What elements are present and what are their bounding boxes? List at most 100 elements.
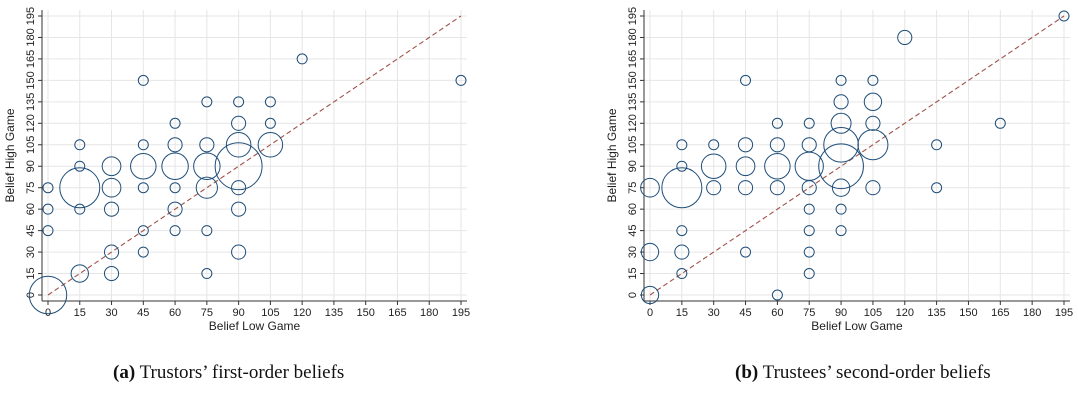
data-point <box>833 94 849 110</box>
x-tick-label: 150 <box>357 307 375 319</box>
data-point <box>201 96 213 108</box>
data-point <box>818 143 864 190</box>
data-point <box>803 268 815 280</box>
x-tick-label: 75 <box>201 307 213 319</box>
data-point <box>70 264 89 283</box>
y-tick-label: 75 <box>25 182 37 194</box>
x-tick-label: 165 <box>388 307 406 319</box>
data-point <box>74 160 86 172</box>
data-point <box>101 177 122 198</box>
data-point <box>676 225 688 237</box>
data-point <box>737 137 754 153</box>
data-point <box>771 117 783 129</box>
data-point <box>264 96 276 108</box>
data-point <box>214 142 263 191</box>
data-point <box>103 265 120 282</box>
data-point <box>193 152 221 180</box>
bubble-chart-b: 0 15 30 45 60 75 90 105 120 135 150 165 180 195 0 15 30 4… <box>605 7 1073 333</box>
data-point <box>835 225 847 237</box>
data-point <box>28 275 68 315</box>
y-tick-label: 0 <box>25 292 37 298</box>
data-point <box>735 156 756 177</box>
x-tick-label: 15 <box>676 307 688 319</box>
data-point <box>737 180 754 196</box>
data-point <box>167 137 183 153</box>
data-point <box>169 117 181 129</box>
x-tick-label: 60 <box>169 307 181 319</box>
data-point <box>455 74 467 86</box>
y-tick-label: 30 <box>25 246 37 258</box>
data-point <box>231 244 247 260</box>
data-point <box>865 115 881 131</box>
x-tick-label: 135 <box>927 307 945 319</box>
data-point <box>674 244 690 260</box>
x-tick-label: 90 <box>835 307 847 319</box>
x-tick-label: 120 <box>896 307 914 319</box>
data-point <box>640 285 660 305</box>
data-point <box>257 132 284 158</box>
y-tick-label: 150 <box>25 71 37 89</box>
data-point <box>803 225 815 237</box>
figure-caption-a: (a) Trustors’ first-order beliefs <box>113 362 344 384</box>
data-point <box>137 74 149 86</box>
chart-panel-a: 0 15 30 45 60 75 90 105 120 135 150 165 180 195 0 15 30 4… <box>3 7 470 384</box>
data-point <box>676 139 688 151</box>
x-tick-label: 0 <box>45 307 51 319</box>
data-point <box>640 177 660 198</box>
data-point <box>640 242 660 262</box>
y-tick-label: 150 <box>627 71 639 89</box>
y-tick-label: 165 <box>25 50 37 68</box>
data-point <box>803 117 815 129</box>
y-tick-label: 75 <box>627 182 639 194</box>
x-axis-title: Belief Low Game <box>209 319 301 333</box>
data-point <box>169 225 181 237</box>
data-point <box>994 117 1006 129</box>
data-point <box>857 129 889 161</box>
data-point <box>59 167 101 209</box>
y-tick-label: 120 <box>25 114 37 132</box>
y-axis-title: Belief High Game <box>3 108 17 202</box>
data-point <box>74 139 86 151</box>
data-point <box>771 289 783 301</box>
data-point <box>233 96 245 108</box>
reference-line <box>47 15 462 296</box>
data-point <box>137 246 149 258</box>
data-point <box>676 160 688 172</box>
x-tick-label: 60 <box>771 307 783 319</box>
x-tick-label: 15 <box>74 307 86 319</box>
data-point <box>42 182 54 194</box>
x-tick-label: 135 <box>325 307 343 319</box>
x-tick-label: 165 <box>991 307 1009 319</box>
y-tick-label: 195 <box>627 7 639 25</box>
figure-caption-b: (b) Trustees’ second-order beliefs <box>735 362 991 384</box>
data-point <box>676 268 688 280</box>
x-tick-label: 180 <box>420 307 438 319</box>
y-tick-label: 105 <box>627 136 639 154</box>
x-tick-label: 150 <box>959 307 977 319</box>
data-point <box>830 112 852 134</box>
caption-text-b: Trustees’ second-order beliefs <box>762 362 991 383</box>
data-point <box>201 268 213 280</box>
x-tick-label: 30 <box>105 307 117 319</box>
data-point <box>1058 10 1070 22</box>
data-point <box>199 137 215 153</box>
data-point <box>835 203 847 215</box>
y-tick-label: 90 <box>627 160 639 172</box>
x-tick-label: 45 <box>739 307 751 319</box>
data-point <box>296 53 308 65</box>
data-point <box>42 203 54 215</box>
data-point <box>231 115 247 131</box>
data-point <box>706 180 722 196</box>
y-tick-label: 15 <box>25 267 37 279</box>
y-tick-label: 120 <box>627 114 639 132</box>
data-point <box>161 152 189 180</box>
data-point <box>764 152 791 180</box>
data-point <box>931 182 943 194</box>
data-point <box>137 182 149 194</box>
data-point <box>130 152 157 180</box>
data-point <box>103 201 120 217</box>
y-tick-label: 165 <box>627 50 639 68</box>
bubble-chart-a: 0 15 30 45 60 75 90 105 120 135 150 165 180 195 0 15 30 4… <box>3 7 470 333</box>
y-tick-label: 60 <box>627 203 639 215</box>
y-tick-label: 0 <box>627 292 639 298</box>
